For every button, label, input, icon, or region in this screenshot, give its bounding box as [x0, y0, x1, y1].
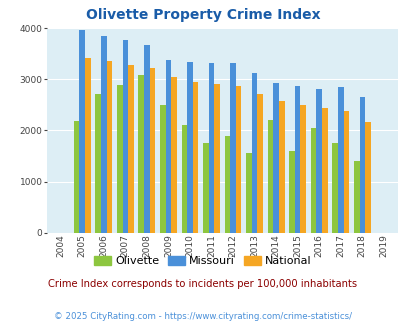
Bar [101, 36, 107, 233]
Bar [117, 85, 122, 233]
Bar [95, 93, 101, 233]
Bar [149, 68, 155, 233]
Bar [364, 122, 370, 233]
Bar [273, 83, 278, 233]
Bar [165, 60, 171, 233]
Bar [337, 87, 343, 233]
Bar [85, 58, 90, 233]
Bar [187, 62, 192, 233]
Bar [122, 40, 128, 233]
Bar [343, 112, 348, 233]
Bar [79, 30, 85, 233]
Bar [235, 86, 241, 233]
Bar [144, 46, 149, 233]
Bar [245, 153, 251, 233]
Bar [278, 101, 284, 233]
Bar [359, 97, 364, 233]
Bar [171, 77, 177, 233]
Bar [128, 65, 133, 233]
Bar [300, 105, 305, 233]
Bar [138, 75, 144, 233]
Bar [267, 120, 273, 233]
Bar [294, 86, 300, 233]
Bar [251, 73, 257, 233]
Bar [353, 161, 359, 233]
Text: Crime Index corresponds to incidents per 100,000 inhabitants: Crime Index corresponds to incidents per… [48, 279, 357, 289]
Bar [202, 143, 208, 233]
Legend: Olivette, Missouri, National: Olivette, Missouri, National [90, 251, 315, 271]
Bar [214, 84, 220, 233]
Bar [257, 93, 262, 233]
Text: Olivette Property Crime Index: Olivette Property Crime Index [85, 8, 320, 22]
Bar [74, 121, 79, 233]
Bar [230, 63, 235, 233]
Bar [332, 143, 337, 233]
Bar [160, 105, 165, 233]
Text: © 2025 CityRating.com - https://www.cityrating.com/crime-statistics/: © 2025 CityRating.com - https://www.city… [54, 312, 351, 321]
Bar [321, 108, 327, 233]
Bar [310, 128, 315, 233]
Bar [107, 61, 112, 233]
Bar [192, 82, 198, 233]
Bar [315, 89, 321, 233]
Bar [224, 137, 230, 233]
Bar [181, 125, 187, 233]
Bar [289, 151, 294, 233]
Bar [208, 63, 214, 233]
